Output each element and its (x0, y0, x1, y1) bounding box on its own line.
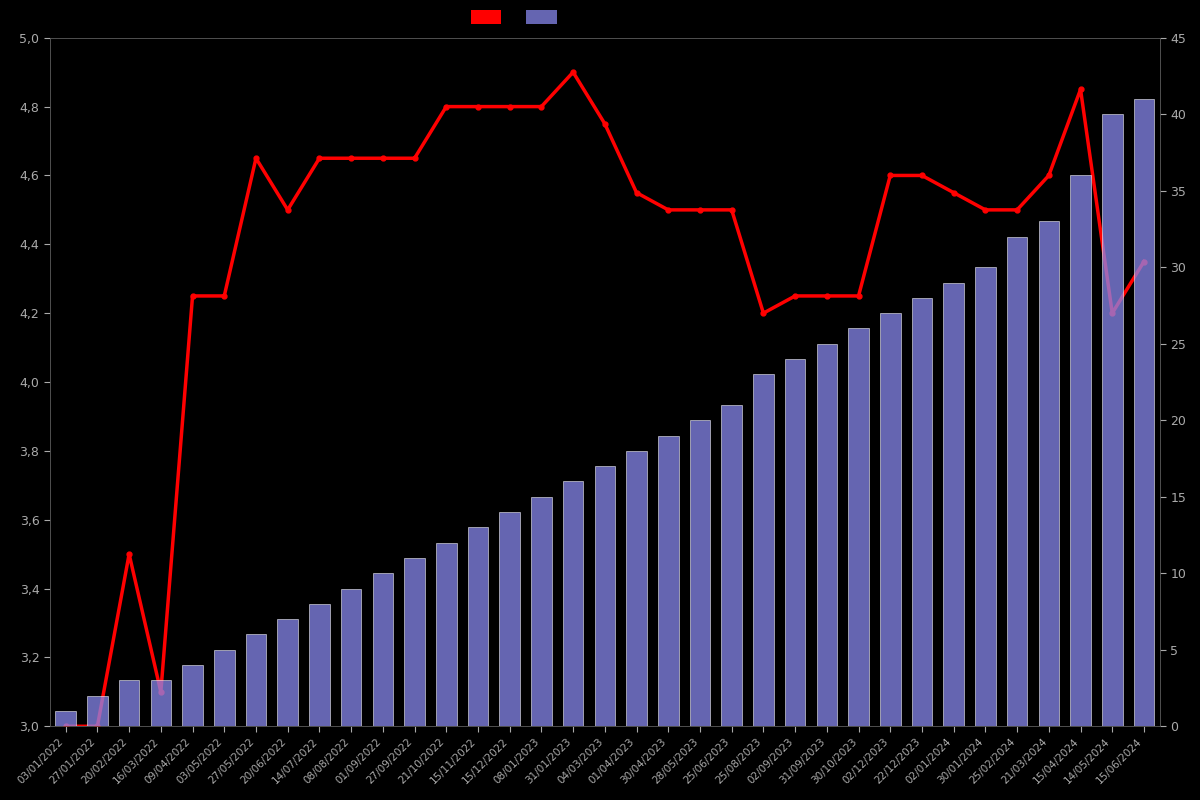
Bar (341, 589, 361, 726)
Bar (119, 680, 139, 726)
Bar (1102, 114, 1122, 726)
Bar (277, 619, 298, 726)
Bar (246, 634, 266, 726)
Bar (436, 542, 456, 726)
Bar (214, 650, 234, 726)
Bar (943, 282, 964, 726)
Bar (532, 497, 552, 726)
Bar (1007, 237, 1027, 726)
Bar (721, 405, 742, 726)
Bar (880, 313, 900, 726)
Bar (658, 435, 678, 726)
Bar (848, 329, 869, 726)
Bar (499, 512, 520, 726)
Bar (1134, 99, 1154, 726)
Bar (912, 298, 932, 726)
Bar (88, 696, 108, 726)
Bar (976, 267, 996, 726)
Bar (754, 374, 774, 726)
Bar (468, 527, 488, 726)
Bar (150, 680, 172, 726)
Bar (1070, 175, 1091, 726)
Bar (626, 451, 647, 726)
Legend: , : , (470, 10, 562, 25)
Bar (310, 604, 330, 726)
Bar (55, 711, 76, 726)
Bar (372, 574, 394, 726)
Bar (785, 359, 805, 726)
Bar (1038, 222, 1060, 726)
Bar (182, 665, 203, 726)
Bar (816, 344, 838, 726)
Bar (563, 482, 583, 726)
Bar (690, 420, 710, 726)
Bar (404, 558, 425, 726)
Bar (594, 466, 616, 726)
